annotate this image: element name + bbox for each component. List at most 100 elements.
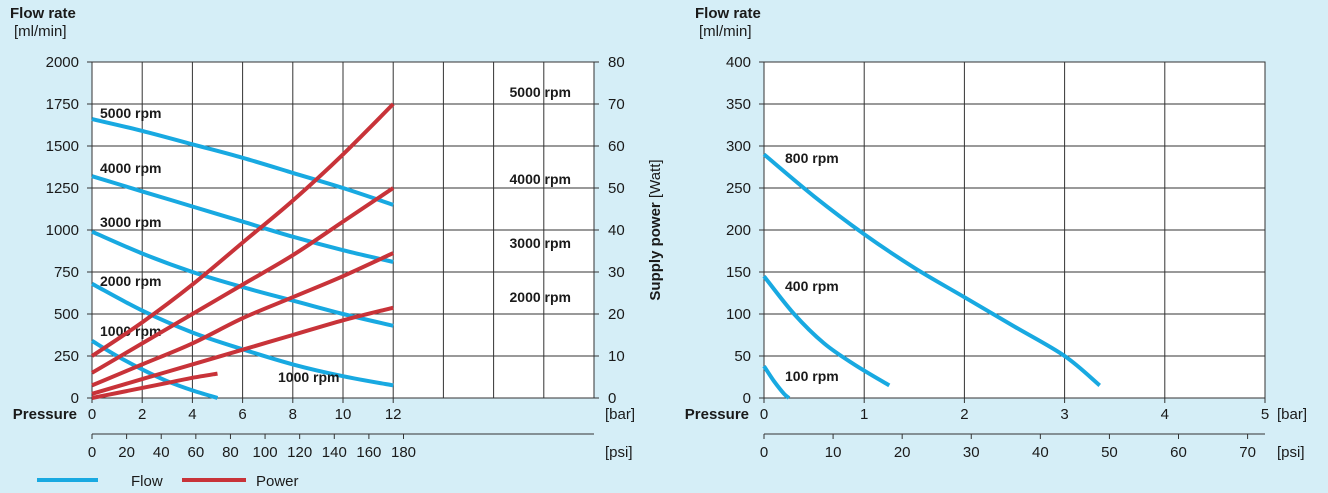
flow-line-3000-rpm: [91, 229, 394, 328]
y-tick-label: 500: [54, 306, 79, 323]
power-line-4000-rpm: [90, 186, 395, 375]
x-tick-label: 0: [760, 406, 768, 423]
power-line-2000-rpm: [91, 305, 394, 396]
y-tick-label: 0: [743, 390, 751, 407]
x-axis-unit: [bar]: [605, 406, 635, 423]
y-tick-label: 1750: [46, 96, 79, 113]
x-axis-unit: [bar]: [1277, 406, 1307, 423]
y2-tick-label: 50: [608, 180, 625, 197]
legend: Flow Power: [37, 473, 299, 490]
flow-series-label: 5000 rpm: [100, 105, 161, 121]
y-tick-label: 150: [726, 264, 751, 281]
x2-tick-label: 60: [187, 444, 204, 461]
flow-power-chart: 0250500750100012501500175020000102030405…: [10, 5, 664, 461]
x-axis-title: Pressure: [685, 406, 749, 423]
y-tick-label: 250: [54, 348, 79, 365]
y2-tick-label: 80: [608, 54, 625, 71]
flow-line-400-rpm: [762, 274, 891, 388]
flow-line-800-rpm: [762, 152, 1101, 387]
y-tick-label: 1000: [46, 222, 79, 239]
x2-tick-label: 0: [760, 444, 768, 461]
y-axis-title: Flow rate: [10, 5, 76, 22]
flow-series-label: 2000 rpm: [100, 273, 161, 289]
flow-series-label: 100 rpm: [785, 368, 839, 384]
x-tick-label: 2: [138, 406, 146, 423]
x2-tick-label: 20: [118, 444, 135, 461]
y-axis-unit: [ml/min]: [14, 23, 67, 40]
y-tick-label: 50: [734, 348, 751, 365]
y-tick-label: 0: [71, 390, 79, 407]
flow-line-5000-rpm: [91, 117, 394, 207]
y-tick-label: 400: [726, 54, 751, 71]
power-series-label: 3000 rpm: [510, 235, 571, 251]
x-tick-label: 1: [860, 406, 868, 423]
x-tick-label: 0: [88, 406, 96, 423]
x-tick-label: 2: [960, 406, 968, 423]
y2-tick-label: 70: [608, 96, 625, 113]
y2-axis-unit: [Watt]: [647, 159, 664, 198]
y2-tick-label: 20: [608, 306, 625, 323]
x2-tick-label: 20: [894, 444, 911, 461]
flow-series-label: 400 rpm: [785, 278, 839, 294]
y-tick-label: 250: [726, 180, 751, 197]
x2-tick-label: 100: [253, 444, 278, 461]
x-tick-label: 6: [238, 406, 246, 423]
x-tick-label: 12: [385, 406, 402, 423]
x2-tick-label: 50: [1101, 444, 1118, 461]
y-tick-label: 200: [726, 222, 751, 239]
x2-tick-label: 140: [322, 444, 347, 461]
x2-tick-label: 160: [356, 444, 381, 461]
x2-tick-label: 180: [391, 444, 416, 461]
y-tick-label: 1250: [46, 180, 79, 197]
power-series-label: 5000 rpm: [510, 84, 571, 100]
x-tick-label: 4: [188, 406, 196, 423]
legend-flow-label: Flow: [131, 473, 163, 490]
y2-tick-label: 60: [608, 138, 625, 155]
x2-tick-label: 120: [287, 444, 312, 461]
x-tick-label: 10: [335, 406, 352, 423]
flow-series-label: 4000 rpm: [100, 160, 161, 176]
y2-tick-label: 40: [608, 222, 625, 239]
y2-axis-title-text: Supply power: [647, 198, 664, 301]
y-tick-label: 350: [726, 96, 751, 113]
x-tick-label: 5: [1261, 406, 1269, 423]
y2-tick-label: 0: [608, 390, 616, 407]
y-tick-label: 1500: [46, 138, 79, 155]
x2-tick-label: 10: [825, 444, 842, 461]
power-series-label: 1000 rpm: [278, 369, 339, 385]
x2-tick-label: 60: [1170, 444, 1187, 461]
power-line-1000-rpm: [91, 371, 218, 400]
x2-tick-label: 30: [963, 444, 980, 461]
flow-series-label: 3000 rpm: [100, 214, 161, 230]
x2-tick-label: 0: [88, 444, 96, 461]
x2-axis-unit: [psi]: [1277, 444, 1305, 461]
flow-line-4000-rpm: [91, 174, 394, 264]
y-tick-label: 100: [726, 306, 751, 323]
y-tick-label: 750: [54, 264, 79, 281]
power-line-5000-rpm: [90, 102, 395, 358]
power-series-label: 4000 rpm: [510, 171, 571, 187]
y-axis-title: Flow rate: [695, 5, 761, 22]
x-tick-label: 4: [1161, 406, 1169, 423]
x2-tick-label: 40: [1032, 444, 1049, 461]
x2-tick-label: 40: [153, 444, 170, 461]
x2-tick-label: 80: [222, 444, 239, 461]
y-tick-label: 300: [726, 138, 751, 155]
x2-axis-unit: [psi]: [605, 444, 633, 461]
y2-tick-label: 30: [608, 264, 625, 281]
legend-power-label: Power: [256, 473, 299, 490]
y2-tick-label: 10: [608, 348, 625, 365]
y-tick-label: 2000: [46, 54, 79, 71]
x-axis-title: Pressure: [13, 406, 77, 423]
x-tick-label: 8: [289, 406, 297, 423]
power-line-3000-rpm: [91, 251, 395, 388]
flow-line-100-rpm: [762, 364, 791, 400]
y2-axis-title: Supply power [Watt]: [647, 159, 664, 300]
x2-tick-label: 70: [1239, 444, 1256, 461]
y-axis-unit: [ml/min]: [699, 23, 752, 40]
power-series-label: 2000 rpm: [510, 289, 571, 305]
flow-series-label: 800 rpm: [785, 150, 839, 166]
x-tick-label: 3: [1060, 406, 1068, 423]
